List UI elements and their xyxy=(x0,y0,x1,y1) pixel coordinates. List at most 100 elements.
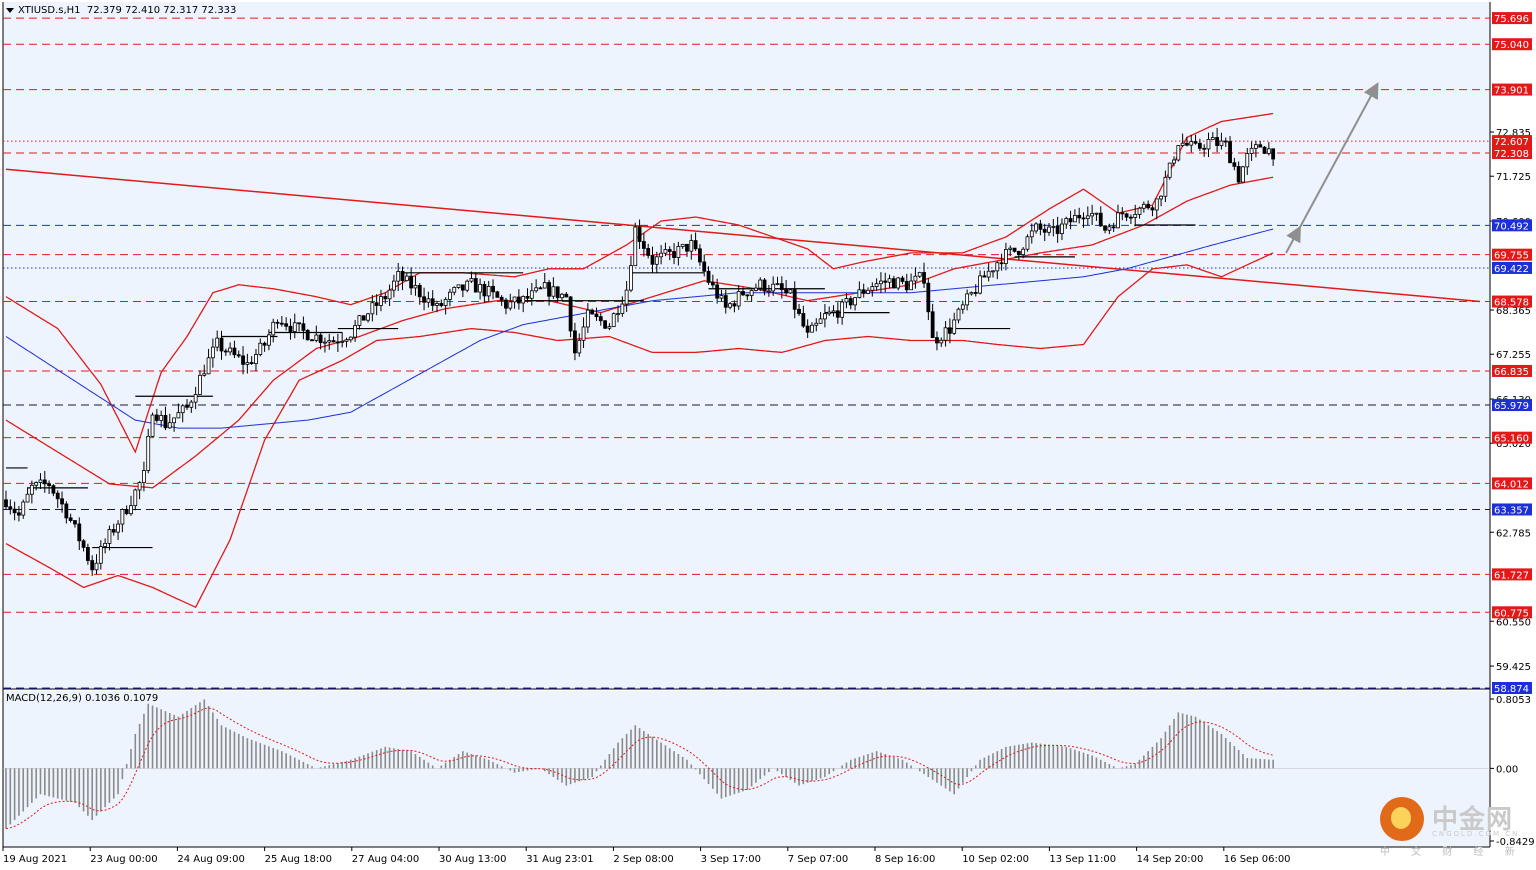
candle-body xyxy=(1232,162,1237,167)
candle-body xyxy=(1219,140,1224,146)
forecast-arrow xyxy=(1285,225,1301,254)
candle-body xyxy=(887,278,892,283)
candle-body xyxy=(288,325,293,332)
candle-body xyxy=(210,346,215,359)
candle-body xyxy=(680,243,685,247)
candle-body xyxy=(840,301,845,318)
price-tick-label: 68.365 xyxy=(1496,306,1531,317)
candle-body xyxy=(827,311,832,315)
candle-body xyxy=(353,325,358,338)
candle-body xyxy=(598,316,603,322)
candle-body xyxy=(254,354,258,365)
candle-body xyxy=(417,285,422,298)
candle-body xyxy=(1021,248,1026,256)
candle-body xyxy=(361,315,366,321)
candle-body xyxy=(206,357,211,375)
candle-body xyxy=(577,339,582,354)
level-label: 63.357 xyxy=(1494,505,1529,516)
candle-body xyxy=(1202,147,1207,150)
candle-body xyxy=(512,296,517,303)
candle-body xyxy=(991,270,995,273)
candle-body xyxy=(805,325,810,333)
level-label: 72.308 xyxy=(1494,149,1529,160)
candle-body xyxy=(762,279,767,292)
trend-line xyxy=(5,168,1481,303)
level-label: 75.040 xyxy=(1494,40,1529,51)
candle-body xyxy=(779,283,784,291)
candle-body xyxy=(1116,212,1120,229)
candle-body xyxy=(374,302,379,306)
candle-body xyxy=(85,546,90,561)
candle-body xyxy=(1103,225,1107,231)
candle-body xyxy=(723,295,728,308)
candle-body xyxy=(646,248,651,256)
candle-body xyxy=(198,374,202,395)
candle-body xyxy=(142,470,146,483)
candle-body xyxy=(831,310,836,313)
price-tick-label: 60.550 xyxy=(1496,617,1531,628)
candle-body xyxy=(879,280,883,285)
candle-body xyxy=(323,341,327,344)
candle-body xyxy=(939,339,944,344)
time-tick-label: 10 Sep 02:00 xyxy=(962,854,1029,865)
candle-body xyxy=(1124,213,1129,218)
candle-body xyxy=(1154,198,1159,211)
candle-body xyxy=(1029,230,1034,238)
level-label: 75.696 xyxy=(1494,14,1529,25)
level-label: 65.979 xyxy=(1494,401,1529,412)
candle-body xyxy=(1004,249,1008,264)
macd-signal-line xyxy=(5,707,1274,830)
candle-body xyxy=(861,289,866,294)
candle-body xyxy=(12,508,17,514)
candle-body xyxy=(180,405,185,414)
candle-body xyxy=(629,265,633,291)
macd-tick-label: 0.8053 xyxy=(1496,695,1531,706)
candle-body xyxy=(732,303,737,307)
candle-body xyxy=(866,289,870,294)
candle-body xyxy=(172,417,176,424)
candle-body xyxy=(1098,212,1103,227)
level-label: 69.422 xyxy=(1494,264,1529,275)
candle-body xyxy=(685,243,689,252)
candle-body xyxy=(913,275,918,282)
candle-body xyxy=(396,271,401,282)
candle-body xyxy=(891,278,896,289)
candle-body xyxy=(370,302,375,315)
candle-body xyxy=(301,323,306,331)
candle-body xyxy=(508,301,513,309)
candle-body xyxy=(1241,166,1245,183)
candle-body xyxy=(547,282,551,297)
candle-body xyxy=(340,340,345,343)
candle-body xyxy=(495,291,500,298)
watermark-tagline: 中 文 财 经 新 媒 体 xyxy=(1380,847,1536,858)
level-label: 69.755 xyxy=(1494,251,1529,262)
candle-body xyxy=(792,289,797,310)
candle-body xyxy=(594,313,599,318)
candle-body xyxy=(1245,153,1250,168)
level-label: 68.578 xyxy=(1494,298,1529,309)
candle-body xyxy=(775,283,780,286)
candle-body xyxy=(823,313,827,320)
time-tick-label: 24 Aug 09:00 xyxy=(177,854,244,865)
candle-body xyxy=(883,280,888,283)
candle-body xyxy=(1223,140,1228,143)
candle-body xyxy=(228,347,233,353)
candle-body xyxy=(607,326,612,329)
candle-body xyxy=(120,509,125,525)
price-tick-label: 67.255 xyxy=(1496,350,1531,361)
candle-body xyxy=(551,286,556,297)
candle-body xyxy=(611,313,616,328)
candle-body xyxy=(133,489,138,507)
candle-body xyxy=(641,241,646,249)
candle-body xyxy=(585,309,590,328)
candle-body xyxy=(1016,250,1021,256)
candle-body xyxy=(1111,226,1116,229)
chevron-down-icon[interactable] xyxy=(6,7,14,13)
candle-body xyxy=(922,272,926,284)
time-tick-label: 3 Sep 17:00 xyxy=(701,854,761,865)
candle-body xyxy=(710,281,715,286)
candle-body xyxy=(154,414,159,421)
watermark-logo: 中金网 CNGOLD.COM.CN 中 文 财 经 新 媒 体 xyxy=(1380,797,1536,858)
level-label-box xyxy=(1492,38,1532,51)
